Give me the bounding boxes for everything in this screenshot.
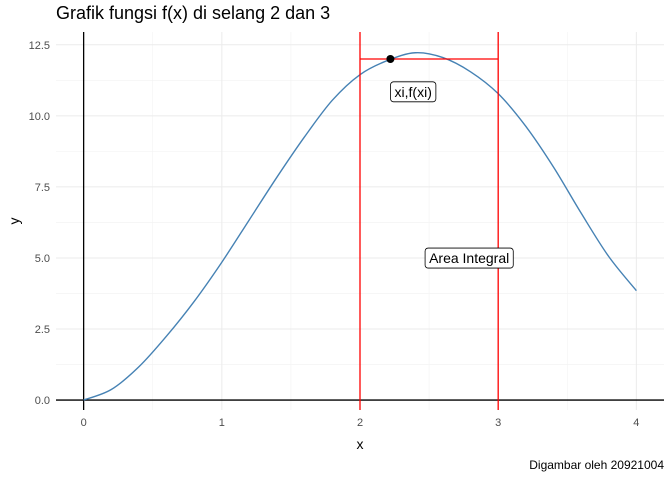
- y-tick-label: 7.5: [35, 182, 50, 194]
- y-axis-title: y: [6, 218, 22, 225]
- annotation-box: [424, 247, 514, 269]
- x-tick-label: 0: [81, 417, 87, 429]
- annotation-label: xi,f(xi): [395, 84, 432, 100]
- y-tick-label: 10.0: [29, 111, 50, 123]
- sample-point: [386, 55, 395, 63]
- y-tick-label: 0.0: [35, 395, 50, 407]
- chart-title: Grafik fungsi f(x) di selang 2 dan 3: [56, 3, 331, 23]
- annotation-label: Area Integral: [429, 250, 509, 266]
- x-tick-label: 4: [633, 417, 639, 429]
- x-axis-title: x: [357, 436, 364, 452]
- x-tick-label: 1: [219, 417, 225, 429]
- y-tick-label: 5.0: [35, 253, 50, 265]
- x-tick-label: 2: [357, 417, 363, 429]
- chart-caption: Digambar oleh 20921004: [529, 458, 664, 472]
- x-tick-label: 3: [495, 417, 501, 429]
- y-tick-label: 12.5: [29, 40, 50, 52]
- y-tick-label: 2.5: [35, 324, 50, 336]
- annotation-box: [390, 81, 437, 103]
